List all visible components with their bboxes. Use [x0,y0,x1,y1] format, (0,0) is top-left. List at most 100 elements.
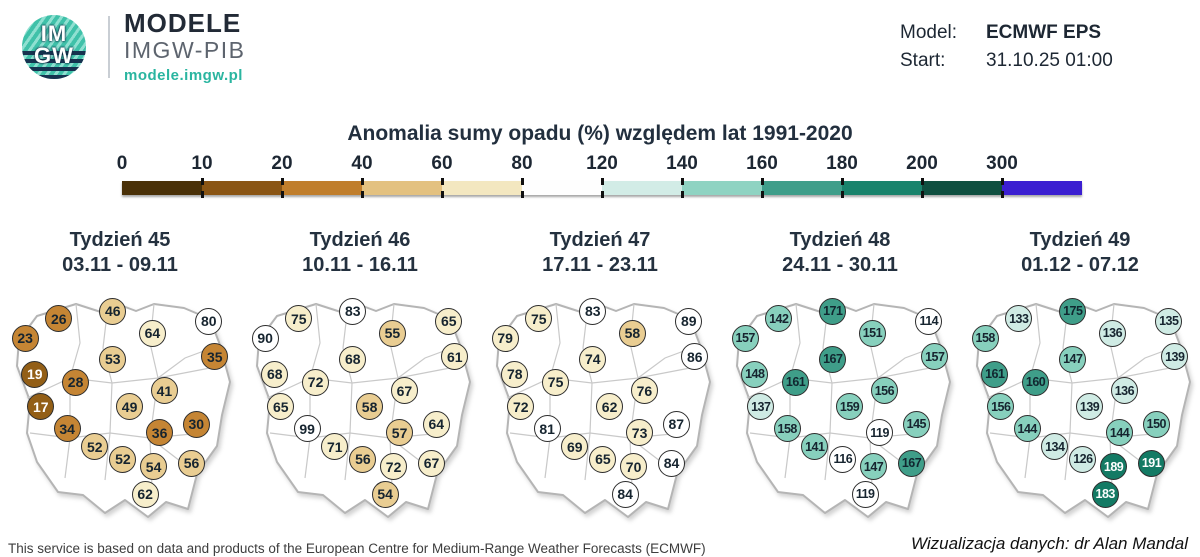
region-value-circle: 19 [21,360,49,388]
region-value-circle: 56 [178,449,206,477]
region-value-circle: 158 [971,324,999,352]
region-value-circle: 126 [1069,445,1097,473]
colorbar [122,178,1082,198]
region-value-circle: 87 [662,410,690,438]
region-value-circle: 84 [611,480,639,508]
colorbar-tick [680,178,684,185]
region-value-circle: 156 [870,377,898,405]
region-value-circle: 72 [507,393,535,421]
region-value-circle: 62 [596,393,624,421]
colorbar-tick-label: 40 [351,153,373,174]
region-value-circle: 116 [829,445,857,473]
colorbar-tick-labels: 0 10 20 40 60 80 120 140 160 180 200 300 [117,153,1082,175]
colorbar-tick-label: 80 [511,153,533,174]
region-value-circle: 133 [1005,305,1033,333]
region-value-circle: 84 [658,449,686,477]
region-value-circle: 114 [915,307,943,335]
region-value-circle: 64 [422,410,450,438]
week-title: Tydzień 45 [69,229,171,251]
colorbar-tick [520,191,524,198]
week-panel: Tydzień 46 10.11 - 16.11 90 75 83 55 65 68 72 68 6… [240,228,480,533]
start-value: 31.10.25 01:00 [986,50,1113,71]
region-value-circle: 58 [618,319,646,347]
colorbar-tick-label: 160 [746,153,778,174]
region-value-circle: 145 [902,410,930,438]
region-value-circle: 54 [140,453,168,481]
region-value-circle: 183 [1091,480,1119,508]
region-value-circle: 139 [1161,343,1189,371]
logo-url: modele.imgw.pl [124,67,243,84]
region-value-circle: 61 [441,343,469,371]
colorbar-segment [202,181,282,195]
logo-text-im: IM [40,20,68,46]
region-value-circle: 75 [525,305,553,333]
region-value-circle: 65 [267,393,295,421]
region-value-circle: 55 [378,319,406,347]
map-box: 90 75 83 55 65 68 72 68 61 65 58 67 99 57 64 71 56 72 67 54 [240,288,480,533]
week-date-range: 03.11 - 09.11 [62,254,178,276]
colorbar-tick [1000,191,1004,198]
region-value-circle: 150 [1142,410,1170,438]
region-value-circle: 119 [866,419,894,447]
region-value-circle: 80 [195,307,223,335]
region-value-circle: 137 [747,393,775,421]
colorbar-tick [200,191,204,198]
region-value-circle: 83 [339,297,367,325]
colorbar-tick-label: 60 [431,153,453,174]
region-value-circle: 30 [182,410,210,438]
region-value-circle: 70 [620,453,648,481]
region-value-circle: 68 [339,345,367,373]
colorbar-tick [760,178,764,185]
region-value-circle: 89 [675,307,703,335]
region-value-circle: 134 [1041,433,1069,461]
region-value-circle: 99 [293,415,321,443]
week-panel: Tydzień 47 17.11 - 23.11 79 75 83 58 89 78 75 74 8… [480,228,720,533]
colorbar-tick-label: 140 [666,153,698,174]
colorbar-segment [602,181,682,195]
week-title: Tydzień 48 [789,229,891,251]
region-value-circle: 159 [836,393,864,421]
week-date-range: 10.11 - 16.11 [302,254,418,276]
start-label: Start: [900,50,946,71]
colorbar-tick [280,191,284,198]
region-value-circle: 76 [630,377,658,405]
colorbar-tick-label: 20 [271,153,293,174]
region-value-circle: 147 [860,453,888,481]
region-value-circle: 52 [81,433,109,461]
region-value-circle: 136 [1110,377,1138,405]
colorbar-tick-label: 180 [826,153,858,174]
region-value-circle: 78 [501,360,529,388]
region-value-circle: 56 [349,445,377,473]
region-value-circle: 157 [731,324,759,352]
region-value-circle: 28 [62,368,90,396]
colorbar-tick [600,178,604,185]
region-value-circle: 68 [261,360,289,388]
week-panel: Tydzień 49 01.12 - 07.12 158 133 175 136 135 16… [960,228,1200,533]
week-title: Tydzień 47 [549,229,651,251]
region-value-circle: 65 [589,445,617,473]
region-value-circle: 75 [285,305,313,333]
week-panel: Tydzień 45 03.11 - 09.11 23 26 46 64 80 19 28 53 3… [0,228,240,533]
region-value-circle: 54 [371,480,399,508]
colorbar-tick [360,178,364,185]
region-value-circle: 86 [681,343,709,371]
region-value-circle: 157 [921,343,949,371]
region-value-circle: 49 [116,393,144,421]
region-value-circle: 72 [380,453,408,481]
colorbar-segment [1002,181,1082,195]
imgw-logo: IM GW MODELE IMGW-PIB modele.imgw.pl [22,10,245,83]
region-value-circle: 65 [435,307,463,335]
region-value-circle: 90 [251,324,279,352]
colorbar-tick [600,191,604,198]
week-date-range: 17.11 - 23.11 [542,254,658,276]
colorbar-tick [1000,178,1004,185]
region-value-circle: 74 [579,345,607,373]
map-box: 158 133 175 136 135 161 160 147 139 156 139 136 144 1… [960,288,1200,533]
region-value-circle: 17 [27,393,55,421]
colorbar-segment [442,181,522,195]
colorbar-tick [920,178,924,185]
footer-credit: Wizualizacja danych: dr Alan Mandal [910,534,1188,553]
region-value-circle: 175 [1059,297,1087,325]
logo-wave-line [22,50,86,55]
